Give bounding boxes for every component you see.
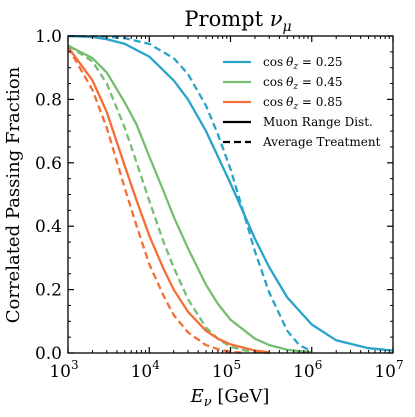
x-tick-label: 104	[131, 358, 161, 382]
chart-title: Prompt νμ	[184, 7, 291, 35]
legend: cos θz = 0.25 cos θz = 0.45 cos θz = 0.85 Muon…	[223, 55, 381, 149]
series-line-1	[67, 34, 394, 352]
legend-label-1: cos θz = 0.25	[263, 55, 343, 72]
x-tick-label: 107	[374, 358, 403, 382]
legend-label-2: cos θz = 0.45	[263, 75, 343, 92]
y-tick-label: 0.8	[35, 90, 62, 110]
y-tick-label: 0.2	[35, 281, 62, 301]
legend-label-4: Muon Range Dist.	[263, 115, 373, 129]
series-line-2	[67, 34, 313, 353]
x-axis-title: Eν [GeV]	[190, 386, 270, 410]
x-tick-label: 106	[293, 358, 322, 382]
x-tick-label: 103	[49, 358, 78, 382]
plot-frame	[67, 35, 394, 354]
y-tick-label: 0.4	[35, 217, 62, 237]
series-line-3	[67, 44, 312, 354]
ticks-layer: 103 104 105 106 107 0.0 0.2 0.4 0.6 0.8 1.0	[35, 27, 404, 382]
y-tick-label: 1.0	[35, 27, 62, 47]
legend-label-5: Average Treatment	[262, 135, 381, 149]
y-tick-label: 0.0	[35, 344, 62, 364]
legend-label-3: cos θz = 0.85	[263, 95, 343, 112]
series-line-5	[67, 46, 270, 354]
y-tick-label: 0.6	[35, 154, 62, 174]
x-tick-label: 105	[212, 358, 241, 382]
series-line-6	[67, 46, 245, 355]
series-layer	[67, 34, 394, 355]
series-line-4	[67, 44, 270, 355]
y-axis-title: Correlated Passing Fraction	[3, 66, 24, 323]
